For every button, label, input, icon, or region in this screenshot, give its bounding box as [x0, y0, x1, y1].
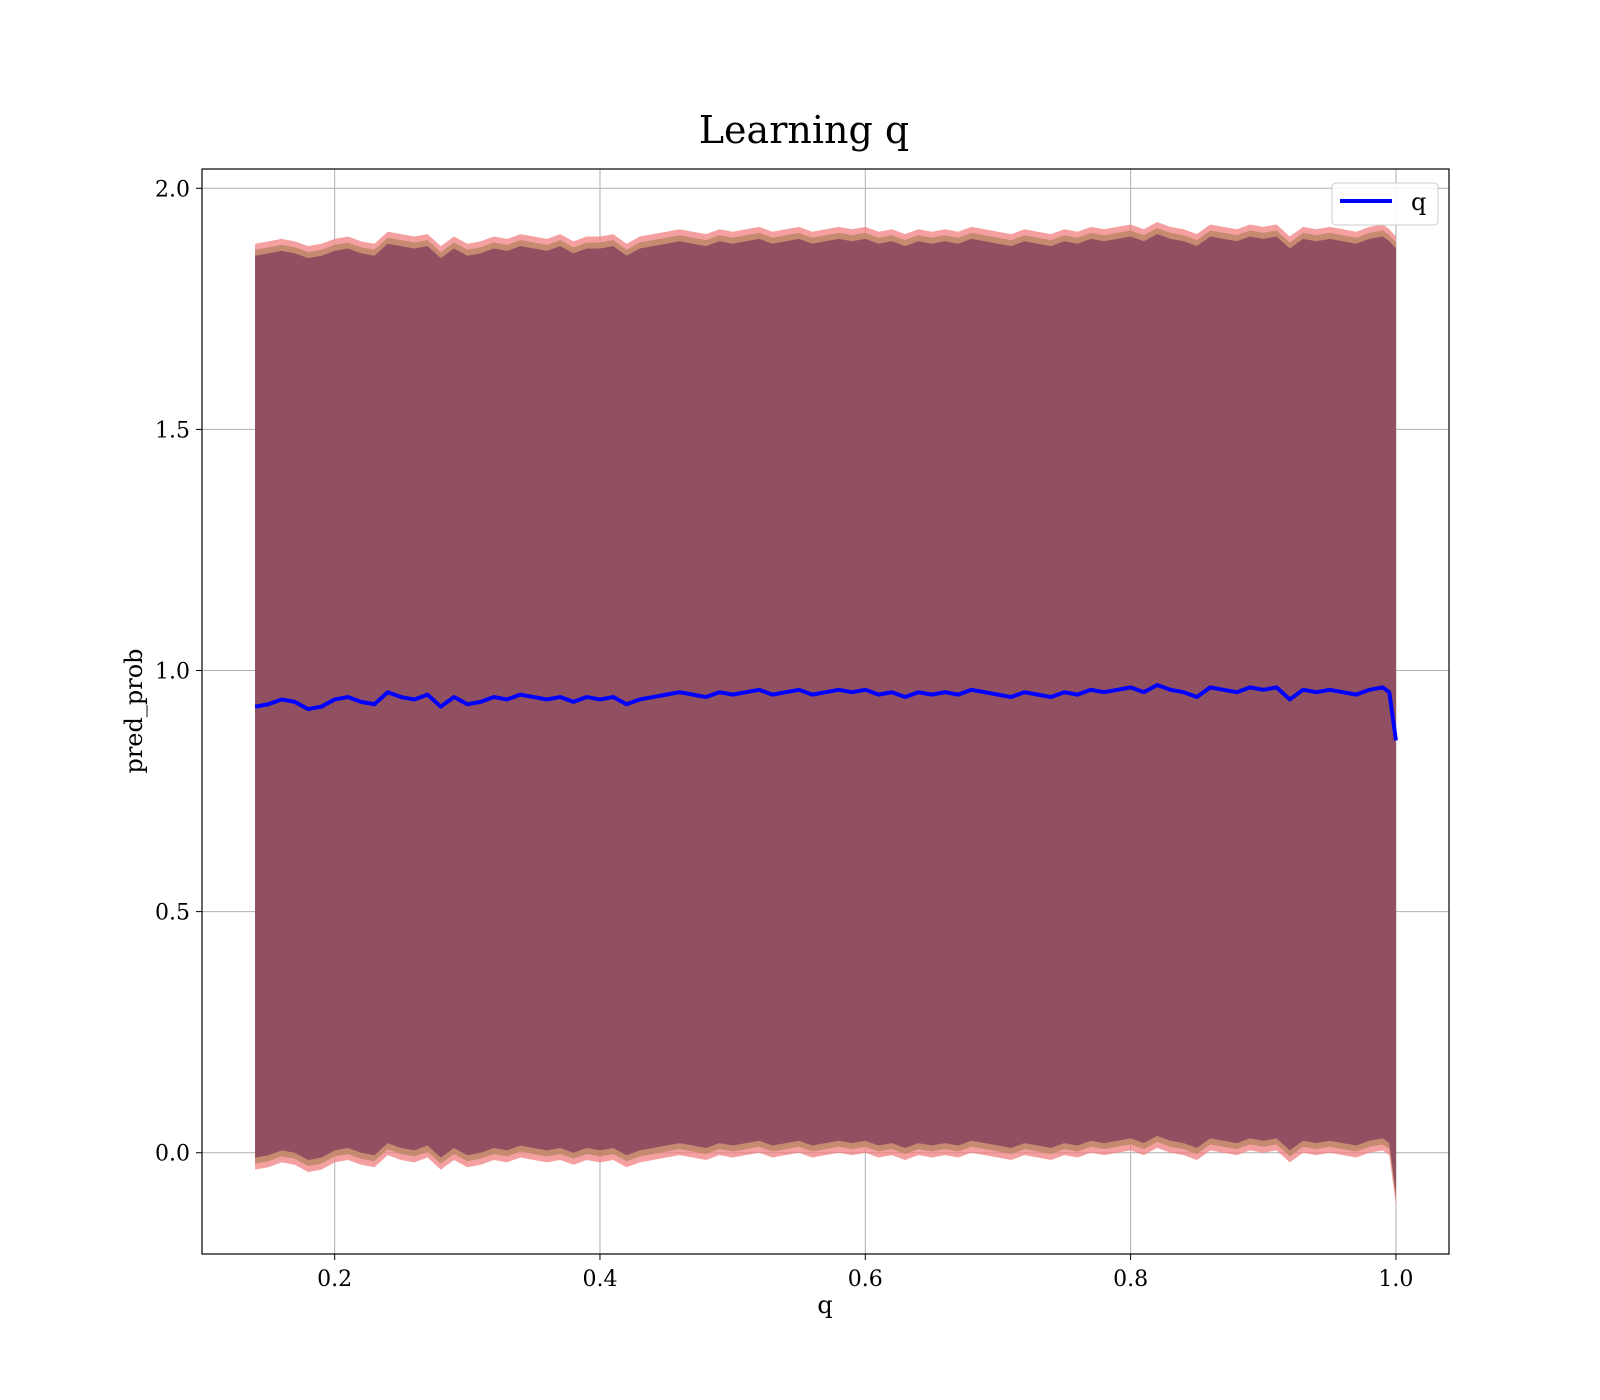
y-tick-label: 2.0 — [155, 177, 190, 202]
band-inner — [255, 234, 1396, 1194]
legend: q — [1331, 182, 1439, 226]
y-axis-ticks: 0.0 0.5 1.0 1.5 2.0 — [155, 177, 202, 1167]
x-tick-label: 0.8 — [1113, 1267, 1148, 1292]
legend-box — [1331, 182, 1439, 226]
series-line-q — [254, 682, 1398, 741]
y-tick-label: 1.0 — [155, 660, 190, 685]
chart-title: Learning q — [699, 108, 909, 152]
legend-label-q: q — [1411, 188, 1426, 216]
x-tick-label: 0.2 — [317, 1267, 352, 1292]
y-tick-label: 0.0 — [155, 1142, 190, 1167]
x-tick-label: 0.4 — [582, 1267, 617, 1292]
confidence-bands — [255, 222, 1396, 1206]
y-tick-label: 1.5 — [155, 418, 190, 443]
y-tick-label: 0.5 — [155, 901, 190, 926]
series-lines — [254, 682, 1398, 741]
x-axis-label: q — [817, 1291, 832, 1319]
x-tick-label: 1.0 — [1378, 1267, 1413, 1292]
x-axis-ticks: 0.2 0.4 0.6 0.8 1.0 — [317, 1254, 1413, 1292]
y-axis-label: pred_prob — [120, 648, 148, 773]
x-tick-label: 0.6 — [848, 1267, 883, 1292]
plot-frame — [201, 168, 1450, 1255]
